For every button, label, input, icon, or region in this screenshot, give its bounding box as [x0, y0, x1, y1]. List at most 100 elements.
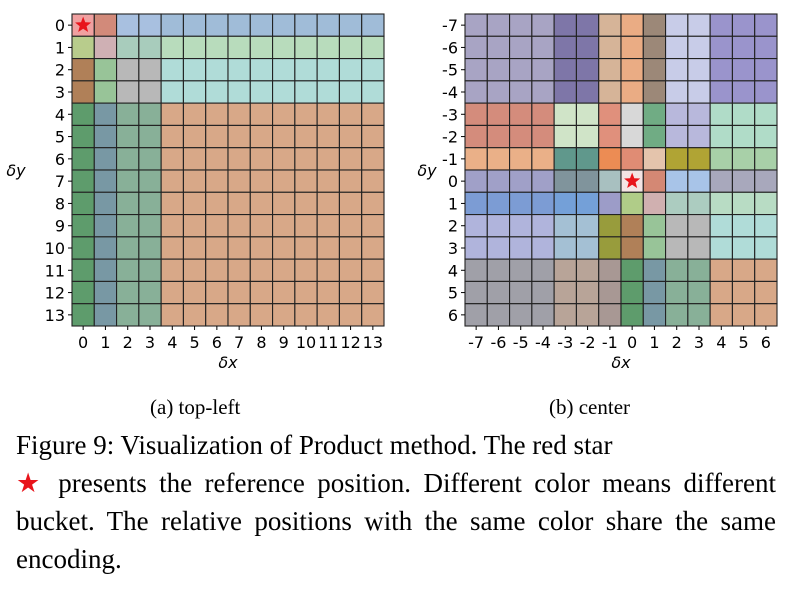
- heatmap-cell: [227, 236, 251, 260]
- x-tick-label: 4: [716, 333, 726, 352]
- heatmap-cell: [294, 303, 318, 327]
- y-tick-label: -1: [442, 150, 458, 169]
- heatmap-cell: [754, 80, 778, 104]
- heatmap-cell: [598, 80, 622, 104]
- heatmap-cell: [160, 147, 184, 171]
- heatmap-cell: [249, 280, 274, 305]
- heatmap-cell: [227, 169, 251, 193]
- x-tick-label: 0: [78, 333, 88, 352]
- heatmap-cell: [553, 80, 577, 104]
- heatmap-cell: [531, 147, 555, 171]
- figure-caption: Figure 9: Visualization of Product metho…: [16, 426, 776, 578]
- heatmap-cell: [338, 191, 363, 216]
- heatmap-cell: [93, 214, 118, 238]
- heatmap-cell: [205, 58, 229, 82]
- heatmap-cell: [642, 236, 667, 260]
- heatmap-cell: [754, 147, 778, 171]
- heatmap-cell: [93, 258, 118, 282]
- heatmap-cell: [71, 124, 95, 149]
- heatmap-cell: [642, 258, 667, 282]
- x-tick-label: -1: [602, 333, 618, 352]
- heatmap-cell: [509, 191, 533, 216]
- heatmap-cell: [205, 191, 229, 216]
- heatmap-cell: [754, 236, 778, 260]
- heatmap-cell: [71, 58, 95, 82]
- heatmap-cell: [531, 35, 555, 60]
- heatmap-cell: [138, 124, 162, 149]
- heatmap-cell: [620, 147, 644, 171]
- heatmap-cell: [316, 13, 340, 37]
- heatmap-cell: [598, 147, 622, 171]
- heatmap-cell: [709, 169, 733, 193]
- heatmap-cell: [116, 80, 140, 104]
- heatmap-cell: [272, 147, 296, 171]
- reference-star-marker: [624, 172, 641, 189]
- heatmap-cell: [93, 13, 118, 37]
- heatmap-cell: [93, 58, 118, 82]
- y-tick-label: 3: [448, 239, 458, 258]
- heatmap-cell: [509, 258, 533, 282]
- heatmap-cell: [249, 303, 274, 327]
- heatmap-cell: [338, 147, 363, 171]
- heatmap-cell: [116, 258, 140, 282]
- heatmap-cell: [272, 58, 296, 82]
- heatmap-cell: [182, 124, 207, 149]
- x-tick-label: -6: [490, 333, 506, 352]
- heatmap-cell: [138, 280, 162, 305]
- heatmap-cell: [160, 280, 184, 305]
- heatmap-cell: [71, 258, 95, 282]
- heatmap-cell: [182, 236, 207, 260]
- heatmap-cell: [642, 147, 667, 171]
- heatmap-cell: [294, 13, 318, 37]
- heatmap-cell: [665, 80, 689, 104]
- heatmap-cell: [116, 124, 140, 149]
- heatmap-cell: [709, 102, 733, 126]
- heatmap-cell: [227, 214, 251, 238]
- heatmap-cell: [486, 124, 511, 149]
- heatmap-cell: [205, 102, 229, 126]
- heatmap-cell: [338, 58, 363, 82]
- heatmap-cell: [71, 102, 95, 126]
- heatmap-cell: [294, 58, 318, 82]
- heatmap-cell: [338, 35, 363, 60]
- x-tick-label: 3: [694, 333, 704, 352]
- heatmap-cell: [642, 124, 667, 149]
- heatmap-cell: [116, 303, 140, 327]
- heatmap-cell: [464, 80, 488, 104]
- heatmap-cell: [138, 258, 162, 282]
- heatmap-cell: [486, 169, 511, 193]
- heatmap-cell: [531, 214, 555, 238]
- y-tick-label: 10: [45, 239, 65, 258]
- heatmap-cell: [316, 102, 340, 126]
- heatmap-cell: [272, 236, 296, 260]
- heatmap-cell: [731, 58, 756, 82]
- heatmap-cell: [464, 102, 488, 126]
- heatmap-cell: [116, 102, 140, 126]
- heatmap-cell: [116, 169, 140, 193]
- x-tick-label: -2: [580, 333, 596, 352]
- heatmap-cell: [205, 169, 229, 193]
- heatmap-cell: [575, 102, 600, 126]
- x-tick-label: -5: [513, 333, 529, 352]
- heatmap-cell: [709, 280, 733, 305]
- y-tick-label: -3: [442, 105, 458, 124]
- heatmap-cell: [249, 58, 274, 82]
- heatmap-cell: [731, 214, 756, 238]
- heatmap-cell: [138, 13, 162, 37]
- x-tick-label: 3: [145, 333, 155, 352]
- heatmap-cell: [361, 58, 385, 82]
- heatmap-cell: [338, 258, 363, 282]
- x-tick-label: -4: [535, 333, 551, 352]
- heatmap-cell: [116, 236, 140, 260]
- heatmap-cell: [486, 258, 511, 282]
- x-tick-label: 4: [167, 333, 177, 352]
- heatmap-cell: [731, 169, 756, 193]
- x-tick-label: 5: [189, 333, 199, 352]
- heatmap-cell: [620, 214, 644, 238]
- heatmap-cell: [486, 13, 511, 37]
- heatmap-cell: [620, 102, 644, 126]
- y-tick-label: 8: [55, 194, 65, 213]
- x-tick-label: 13: [363, 333, 383, 352]
- heatmap-cell: [575, 303, 600, 327]
- heatmap-cell: [338, 214, 363, 238]
